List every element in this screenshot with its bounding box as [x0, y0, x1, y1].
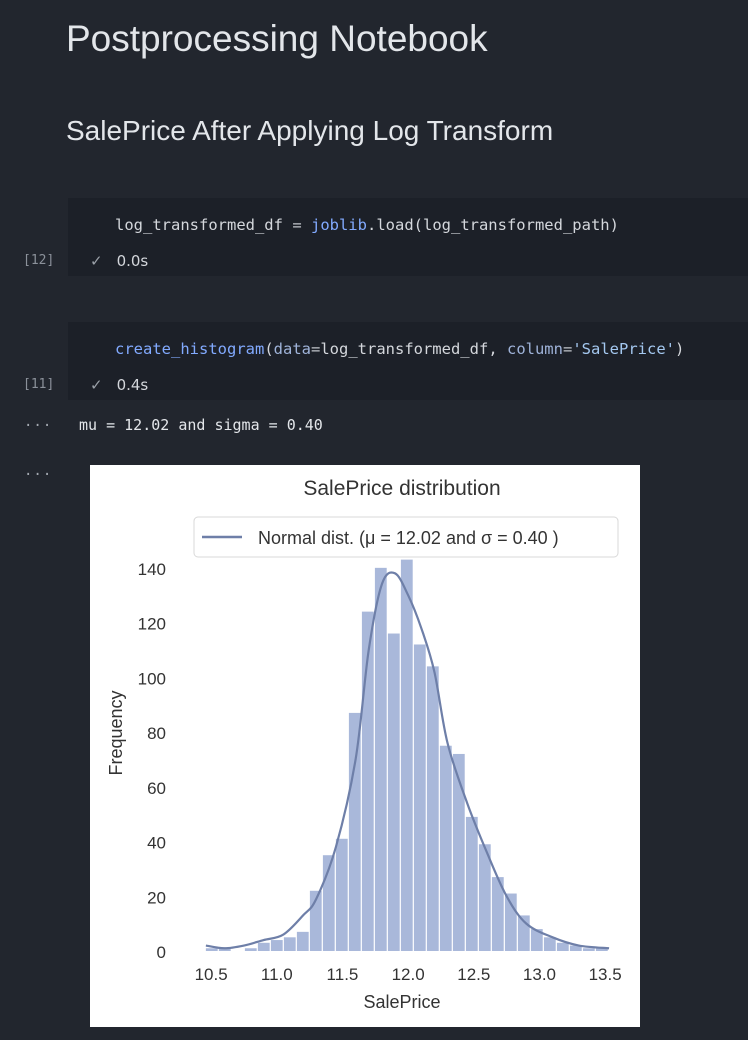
- histogram-bar: [244, 948, 257, 951]
- x-tick-label: 13.5: [589, 965, 622, 984]
- y-tick-label: 100: [138, 669, 166, 688]
- code-token: =: [562, 340, 573, 358]
- y-tick-label: 20: [147, 888, 166, 907]
- y-tick-label: 40: [147, 834, 166, 853]
- code-line[interactable]: create_histogram(data=log_transformed_df…: [115, 340, 684, 358]
- code-token: joblib: [310, 216, 367, 234]
- histogram-bar: [491, 877, 504, 951]
- histogram-bar: [218, 948, 231, 951]
- y-axis-label: Frequency: [106, 690, 126, 775]
- code-token: column: [506, 340, 563, 358]
- histogram-bar: [556, 942, 569, 951]
- check-icon: ✓: [90, 376, 103, 394]
- x-tick-label: 11.0: [261, 965, 293, 984]
- histogram-bar: [595, 948, 608, 951]
- code-cell[interactable]: log_transformed_df = joblib.load(log_tra…: [68, 198, 748, 276]
- histogram-bar: [348, 712, 361, 951]
- histogram-bar: [400, 559, 413, 951]
- y-tick-label: 80: [147, 724, 166, 743]
- histogram-bar: [257, 942, 270, 951]
- output-menu-icon[interactable]: ···: [24, 467, 53, 483]
- histogram-bar: [322, 855, 335, 951]
- y-tick-label: 140: [138, 560, 166, 579]
- x-tick-label: 12.5: [457, 965, 490, 984]
- execution-time: 0.0s: [116, 252, 149, 270]
- section-heading: SalePrice After Applying Log Transform: [66, 115, 554, 146]
- histogram-bar: [517, 915, 530, 951]
- histogram-bar: [478, 844, 491, 951]
- code-token: =: [282, 216, 311, 234]
- y-tick-label: 120: [138, 615, 166, 634]
- execution-status: ✓ 0.4s: [90, 376, 148, 394]
- x-tick-label: 11.5: [327, 965, 359, 984]
- execution-count: [12]: [23, 253, 55, 268]
- code-token: (: [264, 340, 274, 358]
- kde-line: [205, 571, 610, 950]
- x-tick-label: 12.0: [392, 965, 425, 984]
- code-token: 'SalePrice': [572, 340, 675, 358]
- code-token: (log_transformed_path): [413, 216, 619, 234]
- output-text: mu = 12.02 and sigma = 0.40: [79, 416, 323, 434]
- histogram-bar: [504, 893, 517, 951]
- histogram-bar: [582, 948, 595, 951]
- histogram-chart: SalePrice distribution 0 20 40 60 80 100 120 140…: [106, 477, 622, 1012]
- y-tick-label: 60: [147, 779, 166, 798]
- histogram-plot: SalePrice distribution 0 20 40 60 80 100 120 140…: [90, 465, 640, 1027]
- code-token: =: [310, 340, 321, 358]
- histogram-bar: [387, 633, 400, 951]
- code-token: ,: [488, 340, 507, 358]
- x-tick-label: 10.5: [195, 965, 228, 984]
- histogram-bar: [283, 937, 296, 951]
- output-menu-icon[interactable]: ···: [24, 418, 53, 434]
- legend-label: Normal dist. (μ = 12.02 and σ = 0.40 ): [258, 528, 559, 548]
- histogram-bar: [543, 937, 556, 951]
- histogram-bar: [296, 931, 309, 951]
- histogram-bar: [374, 567, 387, 951]
- histogram-bar: [361, 611, 374, 951]
- histogram-bar: [530, 929, 543, 951]
- code-token: ): [674, 340, 685, 358]
- x-axis-label: SalePrice: [363, 992, 440, 1012]
- code-token: log_transformed_df: [320, 340, 489, 358]
- code-cell[interactable]: create_histogram(data=log_transformed_df…: [68, 322, 748, 400]
- histogram-bar: [413, 644, 426, 951]
- y-tick-label: 0: [157, 943, 166, 962]
- execution-count: [11]: [23, 377, 55, 392]
- code-token: load: [376, 216, 414, 234]
- execution-status: ✓ 0.0s: [90, 252, 148, 270]
- histogram-bar: [465, 816, 478, 951]
- histogram-bar: [335, 838, 348, 951]
- histogram-bar: [439, 745, 452, 951]
- code-line[interactable]: log_transformed_df = joblib.load(log_tra…: [115, 216, 619, 234]
- chart-title: SalePrice distribution: [303, 477, 500, 500]
- x-tick-label: 13.0: [523, 965, 556, 984]
- code-token: .: [366, 216, 377, 234]
- legend-box: [193, 516, 619, 558]
- code-token: log_transformed_df: [115, 216, 283, 234]
- execution-time: 0.4s: [116, 376, 149, 394]
- histogram-bar: [452, 753, 465, 951]
- check-icon: ✓: [90, 252, 103, 270]
- histogram-bar: [569, 945, 582, 951]
- notebook-title: Postprocessing Notebook: [66, 18, 488, 59]
- histogram-bar: [270, 940, 283, 951]
- histogram-bar: [426, 666, 439, 951]
- code-token: create_histogram: [115, 340, 265, 358]
- code-token: data: [273, 340, 311, 358]
- histogram-bar: [205, 948, 218, 951]
- histogram-bar: [309, 890, 322, 951]
